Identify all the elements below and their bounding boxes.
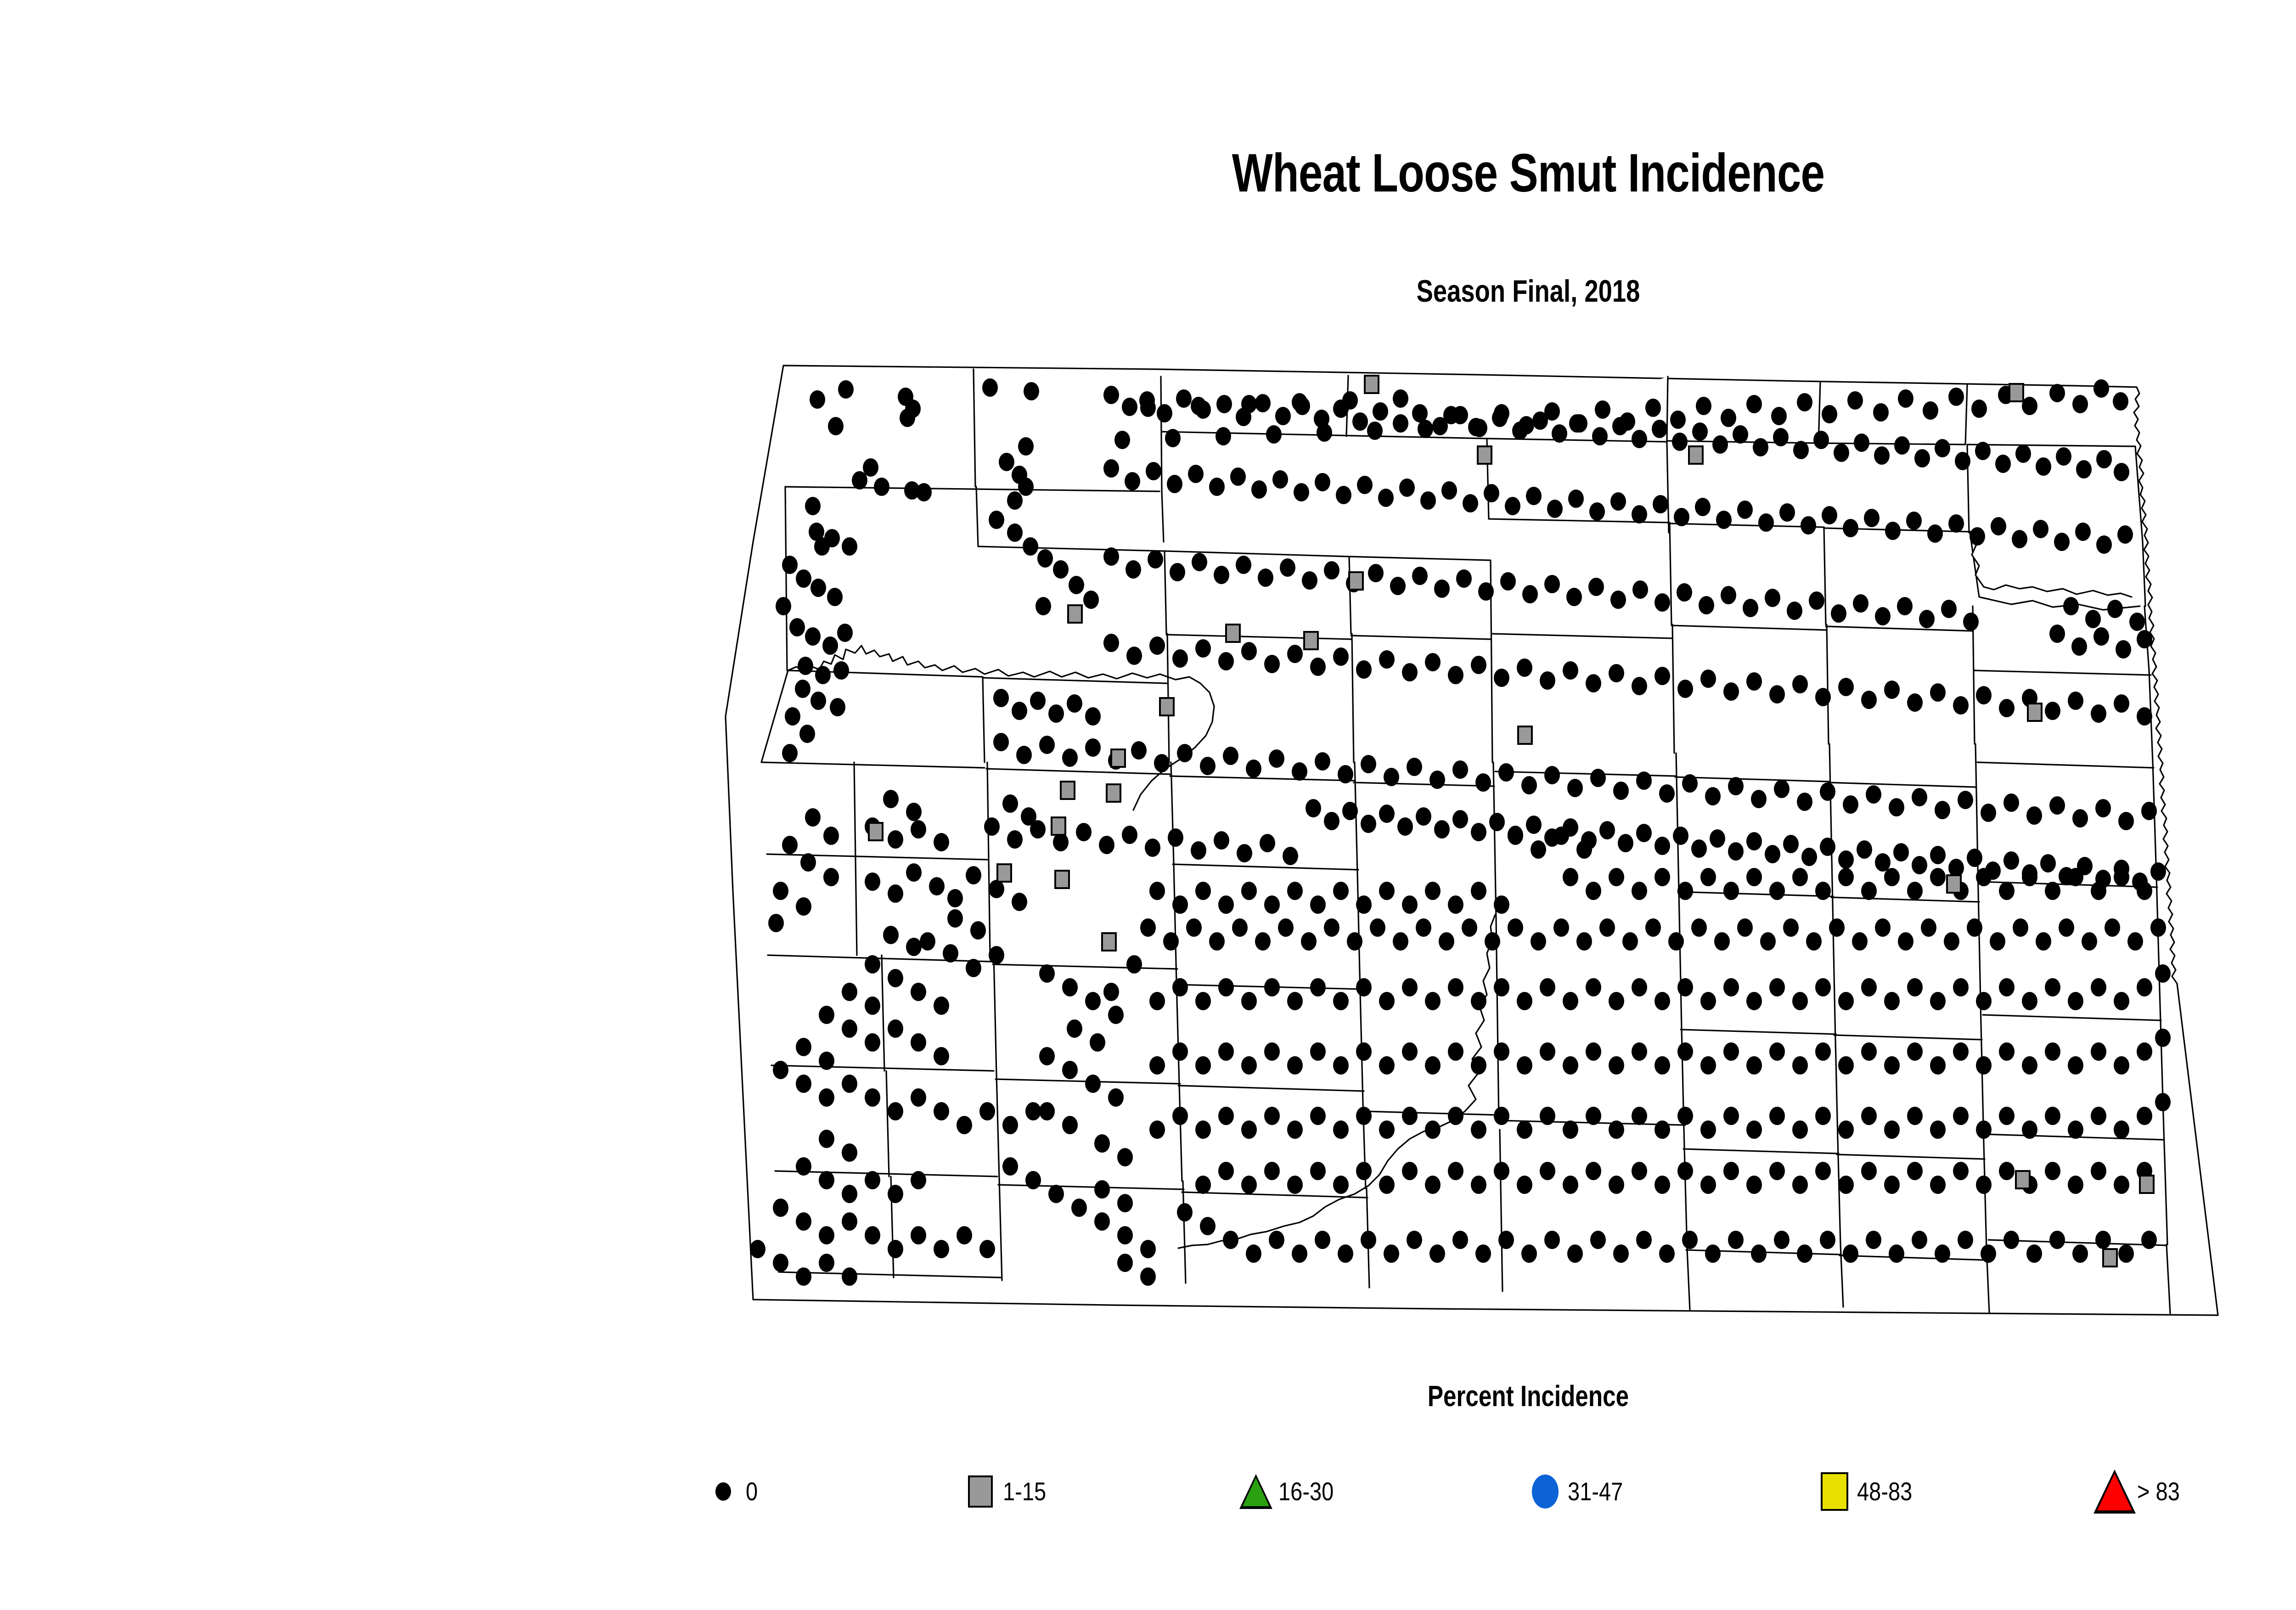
legend-item-0[interactable]: 0 [707,1455,760,1528]
legend-item-1-15[interactable]: 1-15 [964,1455,1054,1528]
map-points-zero [750,378,2171,1286]
legend-label-48-83: 48-83 [1857,1477,1913,1506]
missouri-river [1177,914,1496,1249]
legend-symbol-square-yellow [1818,1466,1851,1517]
legend-item-31-47[interactable]: 31-47 [1529,1455,1633,1528]
legend-label-0: 0 [746,1477,758,1506]
legend-label-gt-83: > 83 [2137,1477,2180,1506]
legend-symbol-square-gray [964,1466,996,1517]
page-subtitle: Season Final, 2018 [1416,274,1640,309]
legend-label-31-47: 31-47 [1568,1477,1623,1506]
legend-item-16-30[interactable]: 16-30 [1239,1455,1344,1528]
legend-symbol-triangle-green [1239,1466,1272,1517]
legend-title: Percent Incidence [1427,1379,1629,1413]
legend-item-gt-83[interactable]: > 83 [2093,1455,2188,1528]
legend-item-48-83[interactable]: 48-83 [1818,1455,1923,1528]
legend-symbol-triangle-red [2093,1466,2136,1517]
lake-sakakawea [787,645,1215,811]
north-dakota-map [698,349,2268,1350]
page-title: Wheat Loose Smut Incidence [1232,143,1825,203]
map-points-1-15 [868,375,2155,1267]
legend: 0 1-15 16-30 31-47 48-83 [707,1455,2296,1528]
legend-label-16-30: 16-30 [1278,1477,1334,1506]
map-svg [725,365,2219,1316]
legend-label-1-15: 1-15 [1003,1477,1047,1506]
legend-symbol-circle-black [707,1466,739,1517]
legend-symbol-circle-blue [1529,1466,1561,1517]
